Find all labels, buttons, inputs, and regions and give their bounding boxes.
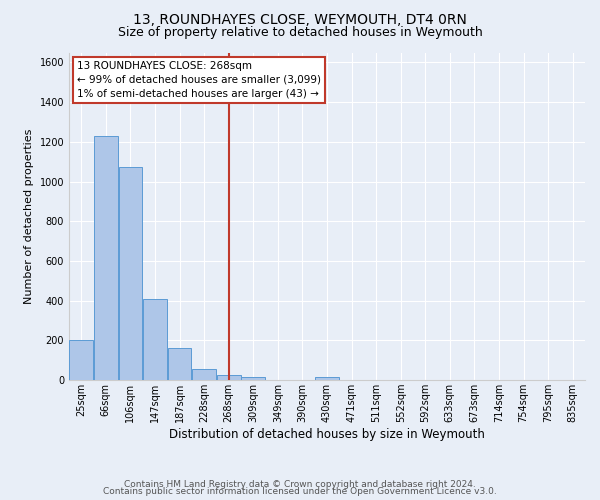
Bar [119,166,142,380]
Text: Contains HM Land Registry data © Crown copyright and database right 2024.: Contains HM Land Registry data © Crown c… [124,480,476,489]
Bar [217,375,241,380]
X-axis label: Distribution of detached houses by size in Weymouth: Distribution of detached houses by size … [169,428,485,441]
Bar [241,377,265,380]
Text: Size of property relative to detached houses in Weymouth: Size of property relative to detached ho… [118,26,482,39]
Bar [192,369,216,380]
Bar [94,136,118,380]
Bar [315,377,339,380]
Text: Contains public sector information licensed under the Open Government Licence v3: Contains public sector information licen… [103,487,497,496]
Y-axis label: Number of detached properties: Number of detached properties [24,128,34,304]
Bar [143,298,167,380]
Text: 13 ROUNDHAYES CLOSE: 268sqm
← 99% of detached houses are smaller (3,099)
1% of s: 13 ROUNDHAYES CLOSE: 268sqm ← 99% of det… [77,60,321,98]
Bar [70,340,93,380]
Bar [167,348,191,380]
Text: 13, ROUNDHAYES CLOSE, WEYMOUTH, DT4 0RN: 13, ROUNDHAYES CLOSE, WEYMOUTH, DT4 0RN [133,12,467,26]
